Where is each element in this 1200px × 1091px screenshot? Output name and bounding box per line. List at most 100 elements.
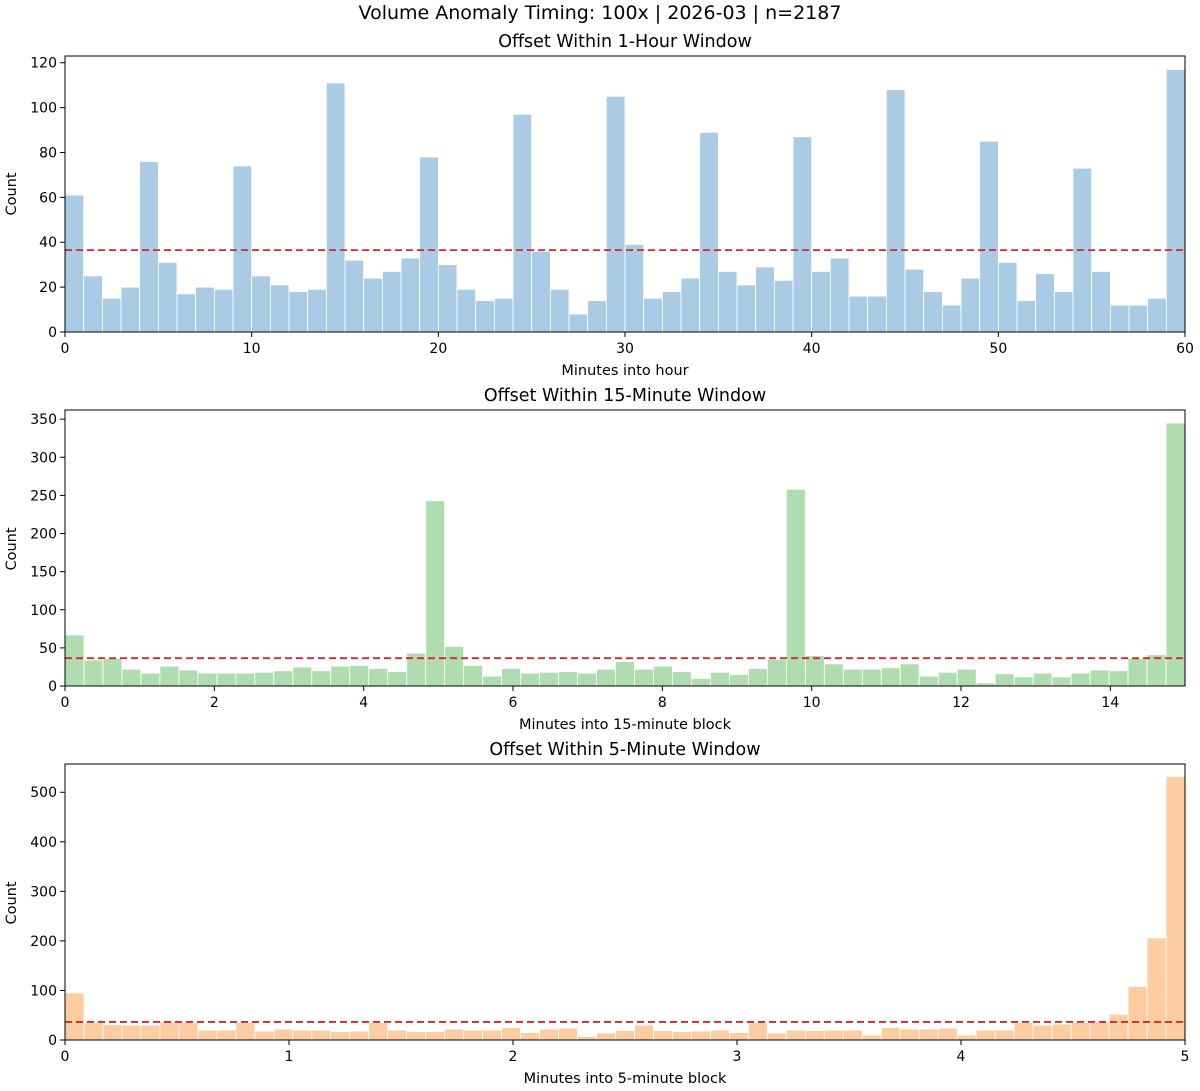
histogram-bar (717, 271, 738, 333)
histogram-bar (994, 1029, 1015, 1041)
histogram-bar (1070, 1022, 1091, 1041)
histogram-bar (577, 1036, 597, 1041)
x-tick-label: 0 (61, 695, 70, 711)
histogram-bar (363, 277, 383, 333)
histogram-bar (381, 271, 402, 333)
histogram-bar (785, 1029, 806, 1041)
histogram-bar (101, 297, 122, 333)
histogram-bar (64, 992, 85, 1041)
axes-frame (64, 763, 1186, 1041)
histogram-bar (994, 673, 1015, 687)
histogram-bar (577, 672, 597, 687)
histogram-bar (823, 663, 844, 687)
histogram-bar (121, 668, 142, 687)
histogram-bar (997, 262, 1018, 333)
histogram-bar (861, 668, 882, 687)
histogram-bar (83, 1022, 104, 1041)
panel-2-plot: 0 2 4 6 8 10 12 14 0 50 100 150 200 250 300 350 (30, 409, 1186, 711)
histogram-bar (568, 313, 589, 333)
histogram-bar (140, 672, 161, 687)
histogram-bar (558, 671, 578, 687)
histogram-bar (634, 668, 654, 687)
histogram-bar (747, 668, 768, 687)
x-tick-label: 4 (957, 1049, 966, 1065)
histogram-bar (159, 665, 180, 687)
histogram-bar (178, 1022, 199, 1041)
histogram-bar (197, 1029, 218, 1041)
x-tick-label: 5 (1181, 1049, 1190, 1065)
histogram-bar (634, 1024, 654, 1041)
panel-5-minute: Offset Within 5-Minute Window 0 1 2 3 4 5 0 100… (4, 740, 1189, 1087)
panel-1-plot: 0 10 20 30 40 50 60 0 20 40 60 80 100 120 (30, 55, 1194, 357)
histogram-bar (387, 1029, 408, 1041)
histogram-bar (755, 266, 775, 333)
histogram-bar (653, 1030, 673, 1041)
histogram-bar (444, 1028, 465, 1041)
x-tick-label: 50 (989, 341, 1007, 357)
histogram-bar (344, 259, 365, 333)
figure-suptitle: Volume Anomaly Timing: 100x | 2026-03 | … (359, 2, 842, 24)
histogram-bar (288, 291, 309, 333)
histogram-bar (904, 268, 925, 333)
histogram-bar (672, 1031, 692, 1041)
histogram-bar (456, 288, 477, 333)
histogram-bar (475, 300, 495, 333)
histogram-bar (661, 291, 682, 333)
histogram-bar (885, 89, 906, 333)
histogram-bar (1089, 669, 1110, 687)
histogram-bar (292, 666, 313, 687)
histogram-bar (463, 665, 484, 687)
histogram-bar (1035, 273, 1055, 333)
histogram-bar (406, 1031, 427, 1041)
histogram-bar (1146, 937, 1167, 1041)
y-tick-label: 200 (30, 527, 57, 543)
histogram-bar (159, 1021, 180, 1041)
histogram-bar (1128, 304, 1149, 333)
panel-1-title: Offset Within 1-Hour Window (498, 32, 752, 52)
histogram-bar (1051, 1023, 1072, 1041)
y-tick-label: 500 (30, 785, 57, 801)
histogram-bar (1013, 1022, 1034, 1041)
histogram-bar (710, 1029, 730, 1041)
histogram-bar (520, 672, 540, 687)
panel-2-ylabel: Count (4, 527, 20, 570)
y-tick-label: 250 (30, 488, 57, 504)
x-tick-label: 10 (803, 695, 821, 711)
x-tick-label: 6 (509, 695, 518, 711)
histogram-bar (157, 262, 178, 333)
histogram-bar (861, 1034, 882, 1041)
histogram-bar (1089, 1021, 1110, 1041)
histogram-bar (121, 1024, 142, 1041)
histogram-bar (624, 244, 645, 333)
histogram-bar (811, 271, 831, 333)
panel-2-title: Offset Within 15-Minute Window (484, 386, 766, 406)
histogram-bar (83, 659, 104, 687)
histogram-bar (120, 286, 141, 333)
histogram-bar (307, 288, 327, 333)
histogram-bar (64, 634, 85, 687)
histogram-bar (1032, 1024, 1053, 1041)
axes-frame (64, 409, 1186, 687)
histogram-bar (680, 277, 701, 333)
histogram-bar (960, 277, 981, 333)
histogram-bar (330, 1031, 351, 1041)
histogram-bar (829, 257, 850, 333)
y-tick-label: 60 (39, 190, 57, 206)
histogram-bar (539, 671, 559, 687)
histogram-bar (653, 665, 673, 687)
histogram-bar (729, 674, 749, 687)
histogram-bar (615, 661, 635, 687)
histogram-bar (1016, 300, 1037, 333)
y-tick-label: 150 (30, 565, 57, 581)
x-tick-label: 10 (243, 341, 261, 357)
histogram-bar (842, 668, 863, 687)
x-tick-label: 60 (1176, 341, 1194, 357)
y-tick-label: 20 (39, 280, 57, 296)
histogram-bar (1109, 304, 1130, 333)
histogram-bar (102, 658, 123, 687)
x-tick-label: 0 (61, 1049, 70, 1065)
y-tick-label: 300 (30, 450, 57, 466)
histogram-bar (643, 297, 663, 333)
histogram-bar (880, 667, 901, 687)
y-tick-label: 100 (30, 101, 57, 117)
